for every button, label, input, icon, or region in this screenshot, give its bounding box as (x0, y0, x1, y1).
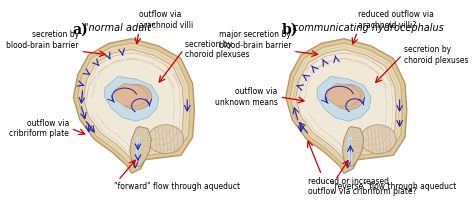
Ellipse shape (120, 84, 152, 110)
Polygon shape (105, 76, 158, 121)
Text: reduced or increased
outflow via cribriform plate?: reduced or increased outflow via cribrif… (308, 177, 417, 196)
Text: b): b) (282, 23, 298, 37)
Text: communicating hydrocephalus: communicating hydrocephalus (293, 23, 444, 33)
Polygon shape (73, 39, 194, 173)
Text: "reverse" flow through aqueduct: "reverse" flow through aqueduct (331, 182, 456, 191)
Polygon shape (342, 127, 364, 166)
Text: outflow via
arachnoid villi: outflow via arachnoid villi (139, 10, 193, 30)
Ellipse shape (148, 125, 183, 154)
Text: outflow via
cribriform plate: outflow via cribriform plate (9, 119, 69, 138)
Text: secretion by
choroid plexuses: secretion by choroid plexuses (185, 40, 250, 59)
Ellipse shape (360, 125, 396, 154)
Polygon shape (326, 84, 360, 106)
Polygon shape (290, 43, 402, 168)
Polygon shape (286, 39, 407, 173)
Text: secretion by
choroid plexuses: secretion by choroid plexuses (404, 45, 469, 65)
Polygon shape (83, 49, 184, 161)
Polygon shape (317, 76, 371, 121)
Text: "normal adult": "normal adult" (84, 23, 155, 33)
Text: outflow via
unknown means: outflow via unknown means (215, 87, 278, 107)
Text: "forward" flow through aqueduct: "forward" flow through aqueduct (114, 182, 240, 191)
Text: a): a) (73, 23, 88, 37)
Ellipse shape (333, 84, 364, 110)
Text: secretion by
blood-brain barrier: secretion by blood-brain barrier (6, 30, 79, 50)
Polygon shape (114, 84, 148, 106)
Polygon shape (77, 43, 190, 168)
Text: reduced outflow via
arachnoid villi?: reduced outflow via arachnoid villi? (357, 10, 433, 30)
Polygon shape (130, 127, 151, 166)
Text: major secretion by
blood-brain barrier: major secretion by blood-brain barrier (219, 30, 291, 50)
Polygon shape (296, 49, 396, 161)
